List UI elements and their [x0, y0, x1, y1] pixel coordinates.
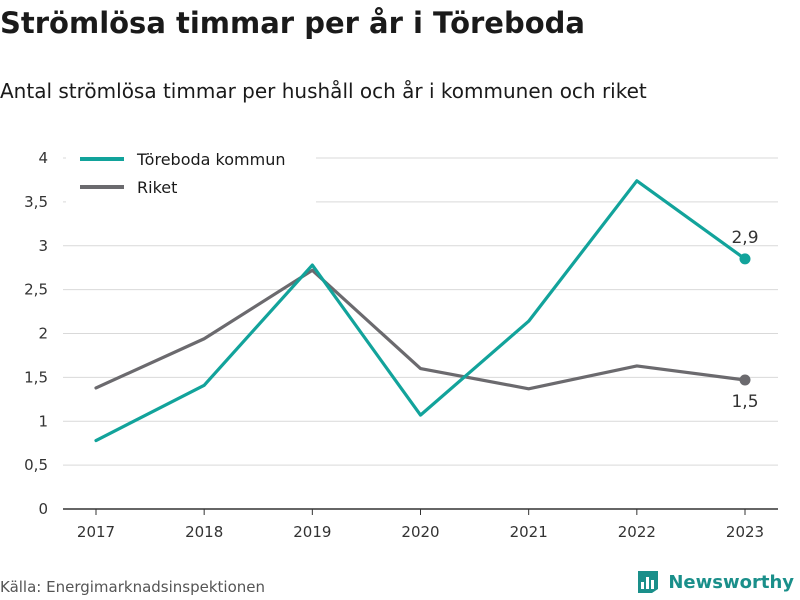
series-lines: 1,5 2,9 [94, 179, 759, 443]
end-point-riket [739, 374, 751, 386]
x-axis: 2017 2018 2019 2020 2021 2022 2023 [63, 508, 778, 541]
x-tick-label: 2022 [618, 523, 656, 541]
y-tick-label: 0 [38, 500, 48, 518]
y-axis: 0 0,5 1 1,5 2 2,5 3 3,5 4 [24, 149, 48, 518]
legend-label: Töreboda kommun [136, 150, 285, 169]
legend-background [66, 145, 316, 205]
legend-label: Riket [137, 178, 177, 197]
chart-title: Strömlösa timmar per år i Töreboda [0, 6, 585, 40]
x-tick-label: 2019 [293, 523, 331, 541]
y-tick-label: 0,5 [24, 456, 48, 474]
x-tick-label: 2021 [510, 523, 548, 541]
chart-subtitle: Antal strömlösa timmar per hushåll och å… [0, 79, 647, 103]
legend: Töreboda kommun Riket [66, 145, 316, 205]
brand-logo: Newsworthy [636, 569, 794, 595]
series-line-riket [94, 268, 747, 391]
y-tick-label: 2,5 [24, 281, 48, 299]
brand-name: Newsworthy [668, 571, 794, 593]
x-tick-label: 2020 [401, 523, 439, 541]
series-line-toreboda [94, 179, 747, 443]
x-tick-label: 2023 [726, 523, 764, 541]
bar-chart-logo-icon [638, 571, 659, 593]
end-point-toreboda [739, 253, 751, 265]
y-tick-label: 3 [38, 237, 48, 255]
end-label-toreboda: 2,9 [731, 228, 758, 248]
x-tick-label: 2017 [77, 523, 115, 541]
y-tick-label: 4 [38, 149, 48, 167]
y-tick-label: 1 [38, 412, 48, 430]
y-tick-label: 3,5 [24, 193, 48, 211]
end-label-riket: 1,5 [731, 392, 758, 412]
y-tick-label: 1,5 [24, 368, 48, 386]
x-tick-label: 2018 [185, 523, 223, 541]
y-tick-label: 2 [38, 325, 48, 343]
source-note: Källa: Energimarknadsinspektionen [0, 578, 266, 596]
